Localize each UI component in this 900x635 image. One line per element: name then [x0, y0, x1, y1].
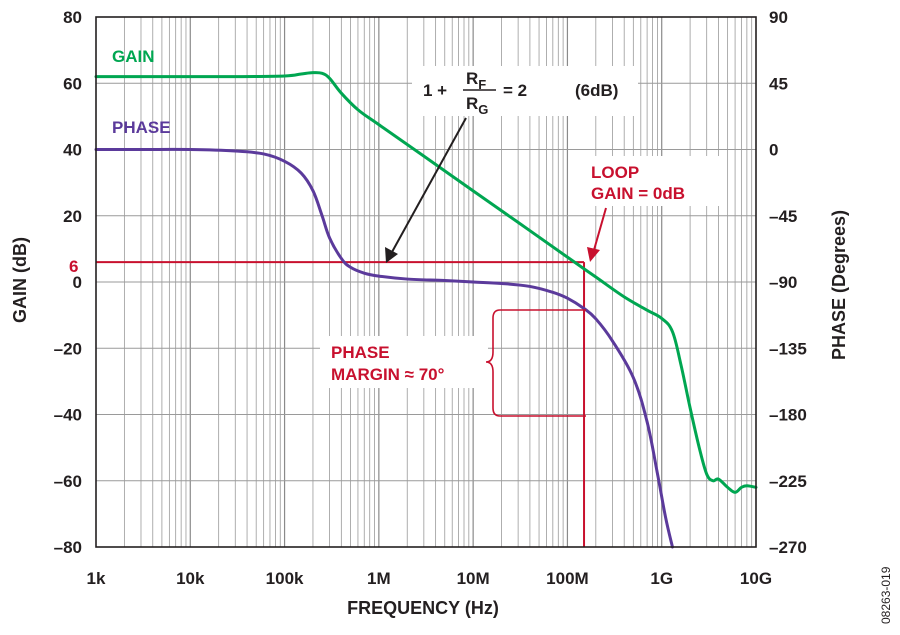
gain-series-label: GAIN [112, 47, 155, 66]
right-y-tick-label: –90 [769, 273, 797, 292]
left-y-tick-label: 0 [73, 273, 82, 292]
formula-arrowhead [385, 247, 398, 263]
figure-id: 08263-019 [879, 566, 893, 624]
formula-db: (6dB) [575, 81, 618, 100]
grid [96, 17, 756, 547]
phase-margin-annotation: PHASE MARGIN ≈ 70° [320, 309, 586, 417]
right-y-tick-label: –45 [769, 207, 797, 226]
phase-margin-line2: MARGIN ≈ 70° [331, 365, 445, 384]
phase-margin-line1: PHASE [331, 343, 390, 362]
formula-suffix: = 2 [503, 81, 527, 100]
left-y-tick-label: –40 [54, 406, 82, 425]
x-tick-label: 1k [87, 569, 106, 588]
formula-numerator-r: R [466, 69, 478, 88]
left-y-tick-label: –20 [54, 339, 82, 358]
formula-numerator: RF [466, 69, 486, 92]
phase-margin-background [320, 336, 488, 388]
right-y-tick-label: –225 [769, 472, 807, 491]
right-y-tick-label: 90 [769, 8, 788, 27]
right-y-tick-label: 45 [769, 74, 788, 93]
x-tick-labels: 1k 10k 100k 1M 10M 100M 1G 10G [87, 569, 773, 588]
left-y-tick-label: 20 [63, 207, 82, 226]
phase-curve [94, 147, 674, 549]
right-y-tick-labels: 90 45 0 –45 –90 –135 –180 –225 –270 [769, 8, 807, 557]
left-y-tick-label: –80 [54, 538, 82, 557]
phase-margin-brace [485, 309, 501, 417]
formula-background [412, 66, 638, 116]
left-y-tick-label: –60 [54, 472, 82, 491]
right-y-axis-title: PHASE (Degrees) [829, 210, 849, 360]
six-db-label: 6 [69, 257, 78, 276]
x-tick-label: 100M [546, 569, 589, 588]
formula-prefix: 1 + [423, 81, 447, 100]
loop-gain-background [582, 156, 722, 206]
phase-series-label: PHASE [112, 118, 171, 137]
formula-arrow-line [391, 117, 467, 253]
left-y-tick-label: 40 [63, 141, 82, 160]
x-tick-label: 10M [457, 569, 490, 588]
left-y-tick-label: 80 [63, 8, 82, 27]
left-y-axis-title: GAIN (dB) [10, 237, 30, 323]
x-tick-label: 100k [266, 569, 304, 588]
right-y-tick-label: –135 [769, 339, 807, 358]
formula-numerator-subscript: F [478, 77, 486, 92]
formula-denominator-r: R [466, 94, 478, 113]
right-y-tick-label: 0 [769, 141, 778, 160]
x-tick-label: 10k [176, 569, 205, 588]
gain-formula-annotation: 1 + RF RG = 2 (6dB) [412, 66, 638, 117]
loop-gain-line1: LOOP [591, 163, 639, 182]
x-tick-label: 1M [367, 569, 391, 588]
loop-gain-line2: GAIN = 0dB [591, 184, 685, 203]
loop-gain-annotation: LOOP GAIN = 0dB [582, 156, 722, 206]
loop-gain-arrow-line [593, 207, 607, 251]
x-tick-label: 1G [650, 569, 673, 588]
gain-curve [94, 71, 758, 494]
left-y-tick-labels: 80 60 40 20 0 –20 –40 –60 –80 [54, 8, 82, 557]
right-y-tick-label: –270 [769, 538, 807, 557]
right-y-tick-label: –180 [769, 406, 807, 425]
formula-denominator: RG [466, 94, 488, 117]
series-lines [94, 71, 758, 549]
left-y-tick-label: 60 [63, 74, 82, 93]
plot-frame [95, 16, 757, 548]
x-tick-label: 10G [740, 569, 772, 588]
formula-denominator-subscript: G [478, 102, 488, 117]
x-axis-title: FREQUENCY (Hz) [347, 598, 499, 618]
loop-gain-arrowhead [587, 247, 600, 262]
